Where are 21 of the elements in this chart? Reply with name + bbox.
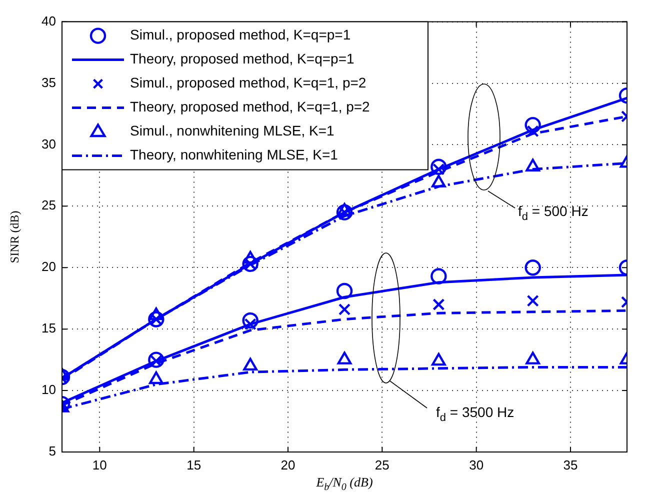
legend-label: Simul., proposed method, K=q=p=1: [130, 26, 351, 43]
x-tick-label: 35: [563, 457, 578, 472]
x-tick-label: 10: [92, 457, 107, 472]
x-tick-label: 25: [374, 457, 390, 472]
y-tick-label: 10: [42, 382, 56, 398]
y-tick-label: 15: [42, 320, 56, 336]
y-axis-title: SINR (dB): [7, 210, 22, 264]
y-tick-label: 25: [42, 198, 56, 213]
x-tick-label: 15: [186, 457, 202, 472]
y-tick-label: 5: [48, 444, 56, 459]
x-tick-label: 30: [469, 457, 484, 472]
legend-label: Theory, nonwhitening MLSE, K=1: [130, 146, 338, 163]
legend-label: Simul., proposed method, K=q=1, p=2: [130, 74, 366, 91]
legend-label: Simul., nonwhitening MLSE, K=1: [130, 122, 334, 139]
legend-label: Theory, proposed method, K=q=p=1: [130, 50, 354, 67]
y-tick-label: 40: [42, 13, 56, 28]
x-tick-label: 20: [280, 457, 296, 472]
y-tick-label: 35: [42, 74, 56, 90]
y-tick-label: 20: [42, 259, 56, 274]
y-tick-label: 30: [42, 136, 56, 152]
legend-label: Theory, proposed method, K=q=1, p=2: [130, 98, 370, 115]
